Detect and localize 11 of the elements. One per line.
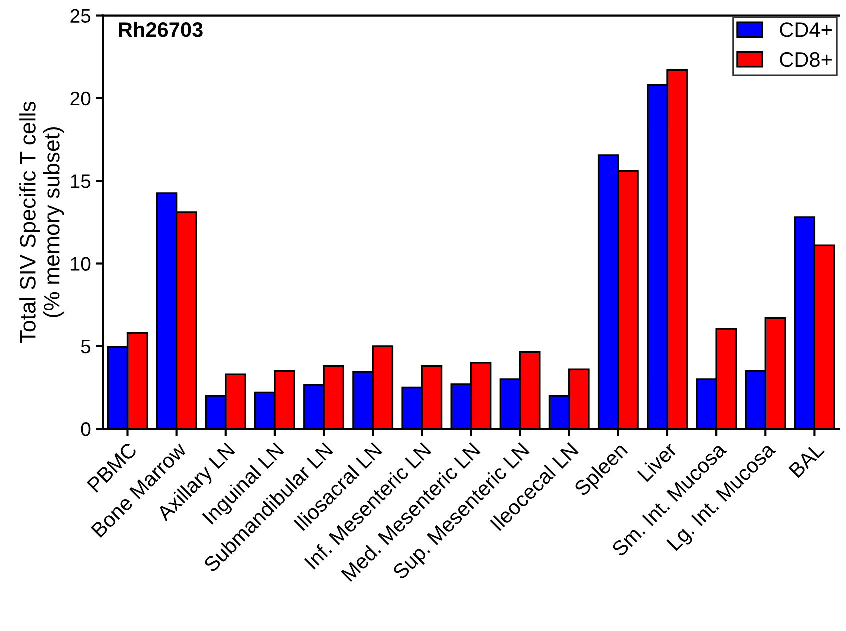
y-tick-label: 10 xyxy=(71,257,91,271)
legend-label: CD4+ xyxy=(780,22,832,38)
y-tick-label: 20 xyxy=(70,92,91,106)
y-tick-label: 15 xyxy=(71,174,91,188)
annotation: Rh26703 xyxy=(119,22,203,38)
y-tick-label: 5 xyxy=(81,340,91,354)
y-tick-label: 25 xyxy=(70,9,91,24)
y-axis-title: Total SIV Specific T cells (% memory subset) xyxy=(20,102,64,344)
y-tick-label: 0 xyxy=(81,422,91,436)
legend-label: CD8+ xyxy=(780,52,832,68)
x-tick-label: BAL xyxy=(788,442,825,478)
